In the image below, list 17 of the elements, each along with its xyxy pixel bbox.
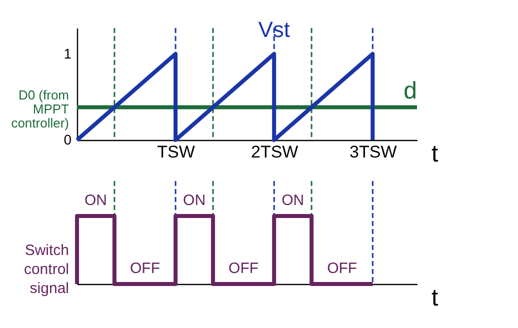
- annotation: ON: [183, 192, 206, 209]
- x-tick-label: TSW: [157, 142, 195, 162]
- series-label: Vst: [258, 16, 290, 42]
- annotation: OFF: [327, 260, 358, 277]
- annotation: OFF: [228, 260, 259, 277]
- x-axis-title: t: [432, 140, 438, 168]
- annotation: ON: [282, 192, 304, 209]
- ref-line-label: d: [404, 77, 417, 104]
- x-tick-label: 2TSW: [250, 142, 298, 162]
- x-axis-title: t: [432, 284, 438, 312]
- y-axis-title: Switch control signal: [24, 242, 69, 297]
- annotation: D0 (from MPPT controller): [11, 87, 70, 130]
- y-tick-label: 0: [64, 132, 72, 148]
- y-tick-label: 1: [64, 45, 72, 62]
- x-tick-label: 3TSW: [350, 142, 397, 162]
- annotation: ON: [84, 192, 107, 209]
- annotation: OFF: [130, 260, 160, 277]
